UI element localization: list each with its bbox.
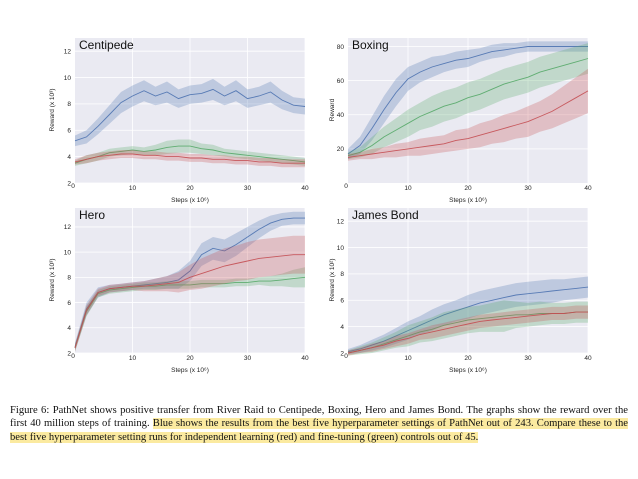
- james-bond-x-tick-label: 30: [524, 355, 532, 362]
- james-bond-y-tick-label: 8: [340, 271, 344, 278]
- centipede-x-tick-label: 20: [186, 185, 194, 192]
- james-bond-y-tick-label: 4: [340, 324, 344, 331]
- hero-series-line: [74, 276, 306, 349]
- hero-x-axis-label: Steps (x 10⁶): [171, 367, 209, 374]
- hero-x-tick-label: 10: [129, 355, 137, 362]
- boxing-x-tick-label: 10: [404, 185, 412, 192]
- hero-y-tick-label: 12: [64, 224, 72, 231]
- hero-series-band: [75, 211, 305, 351]
- james-bond-series-band: [348, 276, 588, 355]
- boxing-series-band: [348, 43, 588, 160]
- boxing-panel: 10 20 30 40 20 40 60 80 0 Boxing Steps (x 10⁶) Rewa…: [329, 38, 592, 204]
- james-bond-series-band: [348, 305, 588, 356]
- james-bond-series-line: [347, 311, 588, 354]
- hero-y-tick-label: 10: [64, 249, 72, 256]
- james-bond-y-tick-label: 10: [337, 245, 345, 252]
- centipede-x-tick-label: 30: [244, 185, 252, 192]
- centipede-title: Centipede: [79, 38, 134, 52]
- james-bond-y-axis-label: Reward (x 10²): [329, 259, 336, 302]
- centipede-y-tick-label: 4: [67, 154, 71, 161]
- boxing-origin-tick-label: 0: [344, 183, 348, 190]
- centipede-x-tick-label: 40: [301, 185, 309, 192]
- centipede-origin-tick-label: 0: [71, 183, 75, 190]
- hero-y-tick-label: 2: [67, 350, 71, 357]
- james-bond-series-band: [348, 300, 588, 356]
- centipede-series-line: [74, 153, 305, 164]
- hero-panel: 10 20 30 40 2 4 6 8 10 12 0 Hero Steps (x 10⁶) Reward…: [49, 208, 309, 374]
- hero-origin-tick-label: 0: [71, 353, 75, 360]
- boxing-y-axis-label: Reward: [329, 98, 336, 121]
- hero-title: Hero: [79, 208, 105, 222]
- centipede-y-tick-label: 12: [64, 48, 72, 55]
- james-bond-y-tick-label: 6: [340, 298, 344, 305]
- james-bond-x-tick-label: 40: [584, 355, 592, 362]
- boxing-series-line: [347, 46, 588, 155]
- boxing-x-tick-label: 30: [524, 185, 532, 192]
- centipede-panel: 10 20 30 40 2 4 6 8 10 12 0 Centipede Steps (x 10⁶) R…: [49, 38, 309, 204]
- hero-x-tick-label: 30: [244, 355, 252, 362]
- james-bond-x-axis-label: Steps (x 10⁶): [449, 367, 487, 374]
- hero-y-tick-label: 4: [67, 325, 71, 332]
- boxing-series-line: [347, 90, 589, 158]
- hero-series-band: [75, 235, 305, 352]
- centipede-x-tick-label: 10: [129, 185, 137, 192]
- hero-y-tick-label: 6: [67, 300, 71, 307]
- centipede-y-axis-label: Reward (x 10³): [49, 89, 56, 132]
- james-bond-x-tick-label: 10: [404, 355, 412, 362]
- james-bond-origin-tick-label: 0: [344, 353, 348, 360]
- james-bond-panel: 10 20 30 40 2 4 6 8 10 12 0 James Bond Steps (x 10⁶)…: [329, 208, 592, 374]
- centipede-series-line: [74, 145, 306, 164]
- james-bond-x-tick-label: 20: [464, 355, 472, 362]
- james-bond-y-tick-label: 12: [337, 218, 345, 225]
- hero-series-line: [74, 254, 305, 349]
- centipede-series-line: [74, 88, 306, 142]
- hero-x-tick-label: 40: [301, 355, 309, 362]
- boxing-y-tick-label: 40: [337, 112, 345, 119]
- centipede-x-axis-label: Steps (x 10⁶): [171, 197, 209, 204]
- boxing-y-tick-label: 60: [337, 78, 345, 85]
- james-bond-series-line: [347, 286, 589, 353]
- centipede-series-band: [75, 139, 305, 166]
- figure-caption: Figure 6: PathNet shows positive transfe…: [10, 404, 629, 444]
- james-bond-y-tick-label: 2: [340, 350, 344, 357]
- centipede-y-tick-label: 8: [67, 101, 71, 108]
- boxing-x-tick-label: 40: [584, 185, 592, 192]
- boxing-x-axis-label: Steps (x 10⁶): [449, 197, 487, 204]
- boxing-series-line: [347, 58, 589, 157]
- centipede-y-tick-label: 2: [67, 180, 71, 187]
- boxing-series-band: [348, 41, 588, 160]
- boxing-series-band: [348, 68, 588, 161]
- hero-y-axis-label: Reward (x 10³): [49, 259, 56, 302]
- boxing-y-tick-label: 20: [337, 146, 345, 153]
- hero-y-tick-label: 8: [67, 275, 71, 282]
- centipede-y-tick-label: 6: [67, 128, 71, 135]
- hero-x-tick-label: 20: [186, 355, 194, 362]
- james-bond-title: James Bond: [352, 208, 419, 222]
- caption-plain: Figure 6: PathNet shows positive transfe…: [10, 405, 628, 430]
- boxing-y-tick-label: 80: [337, 44, 345, 51]
- hero-series-band: [75, 267, 305, 352]
- boxing-x-tick-label: 20: [464, 185, 472, 192]
- centipede-y-tick-label: 10: [64, 75, 72, 82]
- boxing-title: Boxing: [352, 38, 389, 52]
